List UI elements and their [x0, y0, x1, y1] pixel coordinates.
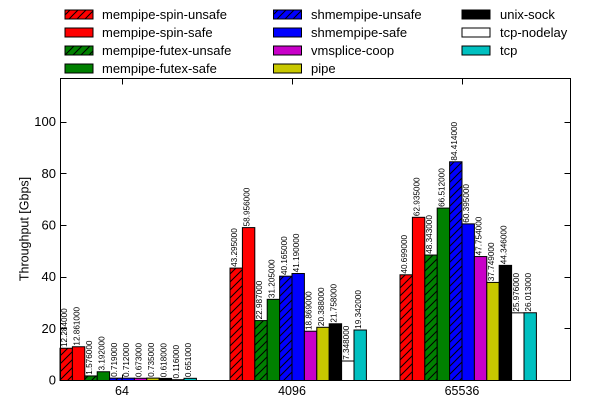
svg-text:47.754000: 47.754000	[475, 216, 484, 255]
svg-text:64: 64	[115, 384, 129, 398]
svg-text:21.758000: 21.758000	[329, 283, 338, 322]
svg-text:shmempipe-safe: shmempipe-safe	[311, 25, 407, 40]
svg-text:40.165000: 40.165000	[280, 236, 289, 275]
svg-text:60.395000: 60.395000	[462, 184, 471, 223]
svg-text:mempipe-futex-safe: mempipe-futex-safe	[102, 61, 217, 76]
svg-text:tcp: tcp	[500, 43, 517, 58]
svg-text:mempipe-spin-safe: mempipe-spin-safe	[102, 25, 213, 40]
svg-text:40: 40	[42, 269, 56, 284]
svg-text:80: 80	[42, 166, 56, 181]
svg-text:tcp-nodelay: tcp-nodelay	[500, 25, 568, 40]
svg-text:12.284000: 12.284000	[60, 308, 69, 347]
svg-text:4096: 4096	[278, 384, 306, 398]
svg-text:7.348000: 7.348000	[342, 325, 351, 360]
svg-text:0.735000: 0.735000	[147, 342, 156, 377]
svg-text:0: 0	[49, 373, 56, 388]
svg-text:44.346000: 44.346000	[499, 225, 508, 264]
svg-text:0.712000: 0.712000	[122, 342, 131, 377]
svg-text:0.651000: 0.651000	[184, 343, 193, 378]
svg-text:20: 20	[42, 321, 56, 336]
svg-text:58.956000: 58.956000	[243, 187, 252, 226]
svg-text:12.861000: 12.861000	[73, 306, 82, 345]
svg-text:19.342000: 19.342000	[354, 290, 363, 329]
svg-text:Throughput [Gbps]: Throughput [Gbps]	[18, 177, 32, 281]
svg-text:41.190000: 41.190000	[292, 233, 301, 272]
svg-text:3.192000: 3.192000	[97, 336, 106, 371]
svg-text:62.935000: 62.935000	[413, 177, 422, 216]
svg-text:unix-sock: unix-sock	[500, 7, 555, 22]
svg-text:pipe: pipe	[311, 61, 336, 76]
svg-text:22.987000: 22.987000	[255, 280, 264, 319]
svg-text:48.343000: 48.343000	[425, 215, 434, 254]
svg-text:65536: 65536	[445, 384, 480, 398]
svg-text:84.414000: 84.414000	[450, 121, 459, 160]
svg-text:43.295000: 43.295000	[230, 228, 239, 267]
svg-text:60: 60	[42, 218, 56, 233]
svg-text:0.618000: 0.618000	[159, 343, 168, 378]
svg-text:20.388000: 20.388000	[317, 287, 326, 326]
svg-text:66.512000: 66.512000	[437, 168, 446, 207]
svg-text:31.205000: 31.205000	[267, 259, 276, 298]
svg-text:mempipe-futex-unsafe: mempipe-futex-unsafe	[102, 43, 231, 58]
svg-text:shmempipe-unsafe: shmempipe-unsafe	[311, 7, 422, 22]
svg-text:1.576000: 1.576000	[85, 340, 94, 375]
svg-text:40.699000: 40.699000	[400, 234, 409, 273]
svg-text:0.673000: 0.673000	[135, 343, 144, 378]
svg-text:26.013000: 26.013000	[524, 272, 533, 311]
svg-text:0.719000: 0.719000	[110, 342, 119, 377]
svg-text:0.116000: 0.116000	[172, 345, 181, 379]
svg-text:100: 100	[34, 114, 56, 129]
svg-text:37.749000: 37.749000	[487, 242, 496, 281]
svg-text:vmsplice-coop: vmsplice-coop	[311, 43, 394, 58]
svg-text:25.976000: 25.976000	[512, 273, 521, 312]
svg-text:mempipe-spin-unsafe: mempipe-spin-unsafe	[102, 7, 227, 22]
svg-text:18.869000: 18.869000	[305, 291, 314, 330]
